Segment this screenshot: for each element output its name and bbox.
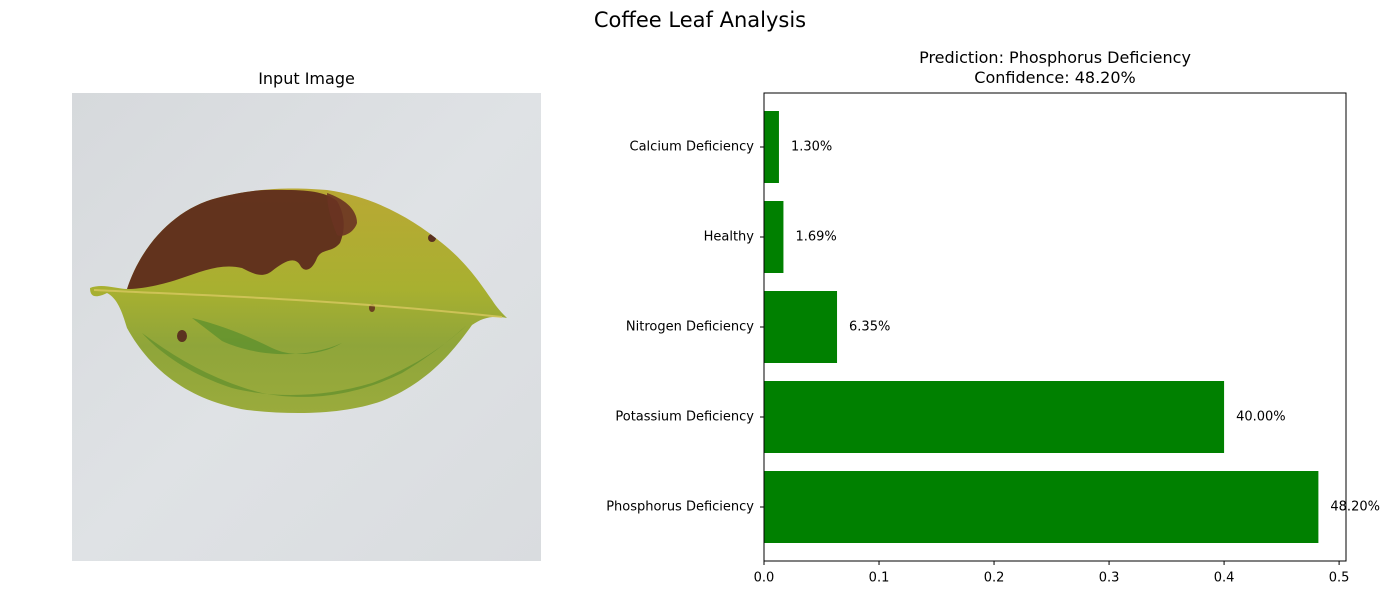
- data-label: 48.20%: [1330, 500, 1380, 515]
- y-tick-label: Nitrogen Deficiency: [626, 320, 754, 335]
- y-tick-label: Phosphorus Deficiency: [606, 500, 754, 515]
- chart-title-line2: Confidence: 48.20%: [974, 68, 1136, 87]
- image-panel-title: Input Image: [258, 69, 355, 88]
- x-tick-label: 0.5: [1329, 571, 1350, 586]
- y-tick-label: Calcium Deficiency: [630, 140, 755, 155]
- bar-healthy: [764, 201, 784, 273]
- figure-title: Coffee Leaf Analysis: [593, 8, 807, 32]
- x-tick-label: 0.1: [869, 571, 890, 586]
- chart-title: Prediction: Phosphorus Deficiency Confid…: [764, 48, 1346, 88]
- x-tick-label: 0.0: [754, 571, 775, 586]
- y-tick-label: Healthy: [704, 230, 755, 245]
- x-tick-label: 0.4: [1214, 571, 1235, 586]
- bar-nitrogen-deficiency: [764, 291, 838, 363]
- data-label: 40.00%: [1236, 410, 1286, 425]
- bar-calcium-deficiency: [764, 111, 779, 183]
- chart-title-line1: Prediction: Phosphorus Deficiency: [919, 48, 1191, 67]
- x-tick-label: 0.3: [1099, 571, 1120, 586]
- data-label: 1.30%: [791, 140, 832, 155]
- bar-phosphorus-deficiency: [764, 471, 1319, 543]
- data-label: 1.69%: [795, 230, 836, 245]
- x-tick-label: 0.2: [984, 571, 1005, 586]
- input-leaf-image: [72, 93, 541, 561]
- data-label: 6.35%: [849, 320, 890, 335]
- y-tick-label: Potassium Deficiency: [615, 410, 754, 425]
- bar-potassium-deficiency: [764, 381, 1225, 453]
- chart-axes-frame: [763, 92, 1347, 562]
